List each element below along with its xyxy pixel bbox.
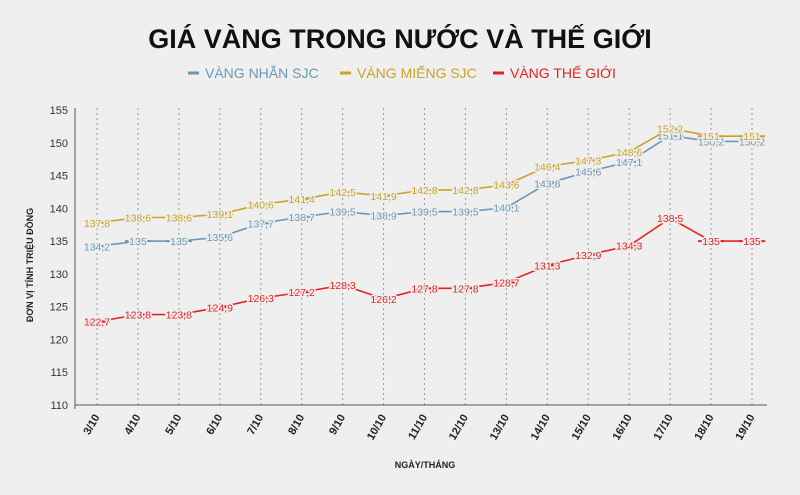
y-tick-label: 120 bbox=[50, 334, 68, 346]
x-tick-label: 5/10 bbox=[163, 413, 184, 438]
data-label: 152,2 bbox=[657, 123, 683, 135]
x-tick-label: 13/10 bbox=[488, 413, 512, 443]
data-label: 139,5 bbox=[452, 207, 478, 219]
data-label: 138,9 bbox=[370, 211, 396, 223]
x-tick-label: 6/10 bbox=[204, 413, 225, 438]
data-label: 138,5 bbox=[657, 213, 683, 225]
legend-entry: VÀNG THẾ GIỚI bbox=[510, 65, 616, 81]
x-axis-label: NGÀY/THÁNG bbox=[395, 460, 456, 470]
data-label: 127,8 bbox=[452, 283, 478, 295]
data-label: 140,1 bbox=[493, 203, 519, 215]
x-tick-label: 19/10 bbox=[733, 413, 757, 443]
data-label: 131,3 bbox=[534, 260, 560, 272]
y-tick-label: 115 bbox=[50, 367, 68, 379]
x-tick-label: 12/10 bbox=[447, 413, 471, 443]
y-tick-label: 155 bbox=[50, 105, 68, 117]
data-label: 132,9 bbox=[575, 250, 601, 262]
y-tick-label: 140 bbox=[50, 203, 68, 215]
data-label: 139,1 bbox=[207, 209, 233, 221]
y-tick-label: 145 bbox=[50, 171, 68, 183]
series-group: 122,7 123,8 123,8 124,9 126,3 127,2 128,3 126,2… bbox=[82, 212, 765, 330]
series-layer: 134,2 135 135 135,6 137,7 138,7 139,5 138,9 139,… bbox=[82, 122, 766, 330]
data-label: 141,9 bbox=[370, 191, 396, 203]
x-tick-label: 8/10 bbox=[286, 413, 307, 438]
data-label: 138,6 bbox=[166, 213, 192, 225]
x-tick-label: 3/10 bbox=[81, 413, 102, 438]
y-axis-label: ĐƠN VỊ TÍNH TRIỆU ĐỒNG bbox=[24, 208, 35, 322]
x-tick-label: 7/10 bbox=[245, 413, 266, 438]
data-label: 142,8 bbox=[411, 185, 437, 197]
data-label: 147,1 bbox=[616, 157, 642, 169]
data-label: 128,3 bbox=[329, 280, 355, 292]
data-label: 123,8 bbox=[125, 310, 151, 322]
legend: VÀNG NHẪN SJC VÀNG MIẾNG SJC VÀNG THẾ GIỚI bbox=[188, 65, 616, 81]
data-label: 145,6 bbox=[575, 167, 601, 179]
data-label: 135 bbox=[170, 236, 188, 248]
data-label: 124,9 bbox=[207, 302, 233, 314]
y-tick-label: 130 bbox=[50, 269, 68, 281]
data-label: 137,7 bbox=[248, 218, 274, 230]
data-label: 139,5 bbox=[329, 207, 355, 219]
data-label: 138,7 bbox=[289, 212, 315, 224]
data-label: 126,2 bbox=[370, 294, 396, 306]
data-label: 147,3 bbox=[575, 155, 601, 167]
data-label: 127,2 bbox=[289, 287, 315, 299]
data-label: 146,4 bbox=[534, 161, 560, 173]
data-label: 127,8 bbox=[411, 283, 437, 295]
data-label: 126,3 bbox=[248, 293, 274, 305]
grid bbox=[74, 108, 767, 409]
series-group: 134,2 135 135 135,6 137,7 138,7 139,5 138,9 139,… bbox=[82, 129, 766, 255]
data-label: 150,2 bbox=[698, 136, 724, 148]
data-label: 135 bbox=[702, 236, 720, 248]
y-axis-ticks: 110 115 120 125 130 135 140 145 150 155 bbox=[50, 105, 68, 412]
data-label: 139,5 bbox=[411, 207, 437, 219]
y-tick-label: 135 bbox=[50, 236, 68, 248]
x-tick-label: 18/10 bbox=[693, 413, 717, 443]
y-tick-label: 110 bbox=[50, 400, 68, 412]
data-label: 143,8 bbox=[534, 178, 560, 190]
x-tick-label: 17/10 bbox=[652, 413, 676, 443]
data-label: 138,6 bbox=[125, 213, 151, 225]
series-group: 137,8 138,6 138,6 139,1 140,6 141,4 142,5 141,9… bbox=[82, 122, 765, 231]
x-tick-label: 4/10 bbox=[122, 413, 143, 438]
legend-entry: VÀNG MIẾNG SJC bbox=[357, 65, 477, 81]
data-label: 143,6 bbox=[493, 180, 519, 192]
x-tick-label: 10/10 bbox=[365, 413, 389, 443]
x-tick-label: 15/10 bbox=[570, 413, 594, 443]
data-label: 135 bbox=[743, 236, 761, 248]
data-label: 142,5 bbox=[329, 187, 355, 199]
data-label: 122,7 bbox=[84, 317, 110, 329]
x-axis-ticks: 3/10 4/10 5/10 6/10 7/10 8/10 9/10 10/10 11/10 12… bbox=[81, 413, 757, 443]
data-label: 137,8 bbox=[84, 218, 110, 230]
data-label: 135 bbox=[129, 236, 147, 248]
chart-title: GIÁ VÀNG TRONG NƯỚC VÀ THẾ GIỚI bbox=[148, 23, 651, 54]
data-label: 150,2 bbox=[739, 136, 765, 148]
x-tick-label: 9/10 bbox=[327, 413, 348, 438]
data-label: 151 bbox=[702, 131, 720, 143]
data-label: 123,8 bbox=[166, 310, 192, 322]
data-label: 134,3 bbox=[616, 241, 642, 253]
data-label: 134,2 bbox=[84, 241, 110, 253]
data-label: 151 bbox=[743, 131, 761, 143]
x-tick-label: 14/10 bbox=[529, 413, 553, 443]
data-label: 141,4 bbox=[289, 194, 315, 206]
data-label: 148,6 bbox=[616, 147, 642, 159]
data-label: 140,6 bbox=[248, 199, 274, 211]
x-tick-label: 11/10 bbox=[406, 413, 430, 442]
legend-entry: VÀNG NHẪN SJC bbox=[205, 65, 319, 81]
y-tick-label: 150 bbox=[50, 138, 68, 150]
y-tick-label: 125 bbox=[50, 302, 68, 314]
data-label: 142,8 bbox=[452, 185, 478, 197]
x-tick-label: 16/10 bbox=[611, 413, 635, 443]
data-label: 128,7 bbox=[493, 277, 519, 289]
data-label: 135,6 bbox=[207, 232, 233, 244]
